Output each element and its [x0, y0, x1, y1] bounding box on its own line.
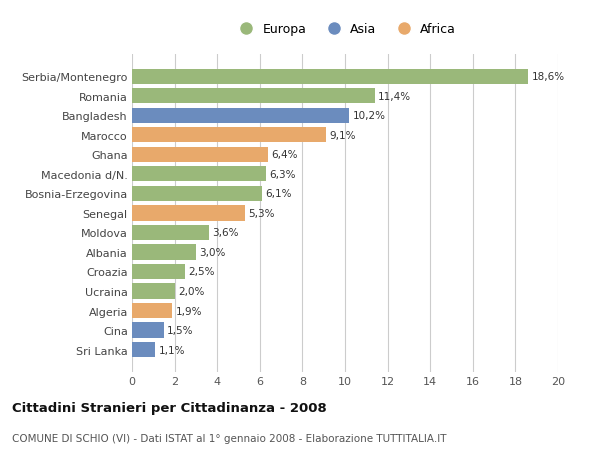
Legend: Europa, Asia, Africa: Europa, Asia, Africa	[234, 23, 456, 36]
Bar	[132, 69, 528, 84]
Bar	[132, 245, 196, 260]
Text: COMUNE DI SCHIO (VI) - Dati ISTAT al 1° gennaio 2008 - Elaborazione TUTTITALIA.I: COMUNE DI SCHIO (VI) - Dati ISTAT al 1° …	[12, 433, 446, 442]
Text: 10,2%: 10,2%	[352, 111, 385, 121]
Text: 1,5%: 1,5%	[167, 325, 194, 336]
Bar	[132, 89, 375, 104]
Bar	[132, 342, 155, 358]
Text: 18,6%: 18,6%	[532, 72, 565, 82]
Text: 6,3%: 6,3%	[269, 169, 296, 179]
Text: Cittadini Stranieri per Cittadinanza - 2008: Cittadini Stranieri per Cittadinanza - 2…	[12, 401, 327, 414]
Bar	[132, 206, 245, 221]
Bar	[132, 303, 172, 319]
Text: 1,9%: 1,9%	[176, 306, 202, 316]
Text: 2,5%: 2,5%	[188, 267, 215, 277]
Text: 11,4%: 11,4%	[378, 91, 411, 101]
Text: 6,1%: 6,1%	[265, 189, 292, 199]
Bar	[132, 147, 268, 162]
Text: 3,6%: 3,6%	[212, 228, 238, 238]
Bar	[132, 284, 175, 299]
Text: 2,0%: 2,0%	[178, 286, 204, 297]
Text: 5,3%: 5,3%	[248, 208, 275, 218]
Bar	[132, 186, 262, 202]
Bar	[132, 167, 266, 182]
Text: 9,1%: 9,1%	[329, 130, 356, 140]
Text: 3,0%: 3,0%	[199, 247, 226, 257]
Text: 1,1%: 1,1%	[158, 345, 185, 355]
Bar	[132, 264, 185, 280]
Bar	[132, 225, 209, 241]
Bar	[132, 108, 349, 123]
Bar	[132, 323, 164, 338]
Bar	[132, 128, 326, 143]
Text: 6,4%: 6,4%	[272, 150, 298, 160]
